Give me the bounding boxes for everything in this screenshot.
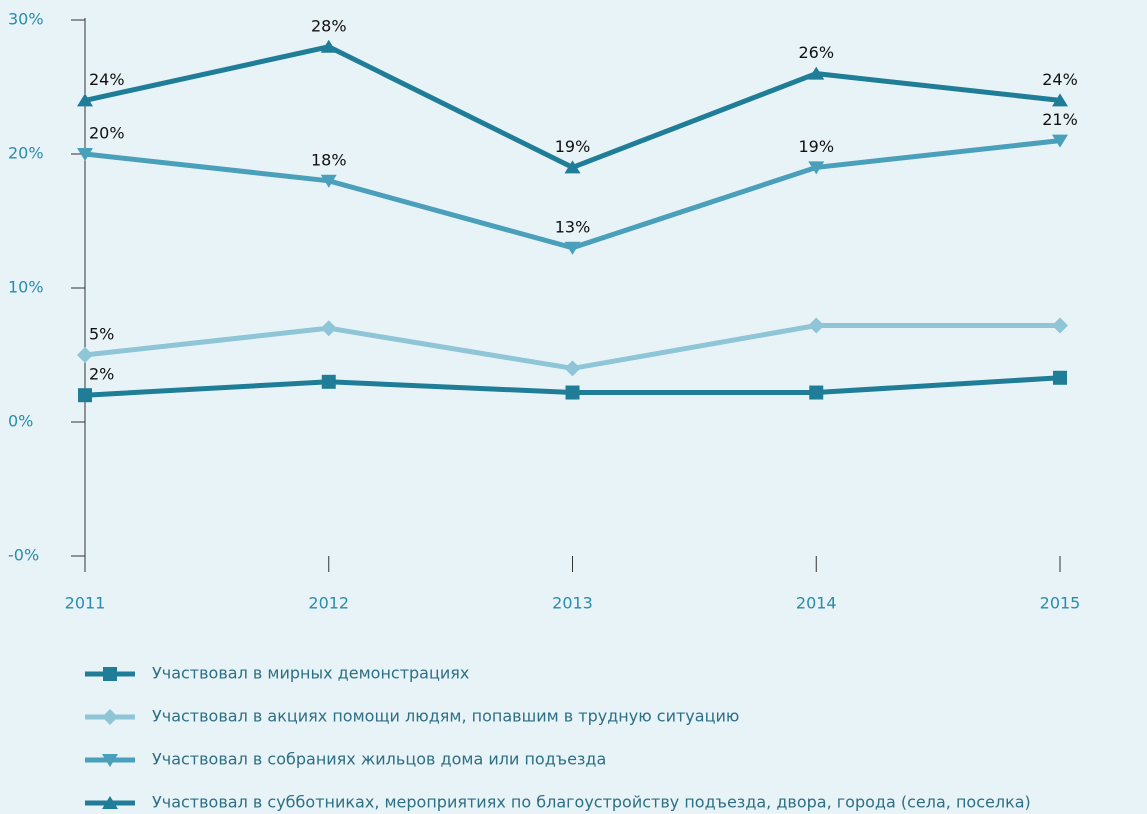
marker: [808, 317, 825, 334]
marker: [1052, 317, 1068, 334]
marker: [102, 754, 118, 767]
legend-label: Участвовал в мирных демонстрациях: [152, 664, 469, 683]
y-tick-label: -0%: [8, 546, 39, 565]
data-label: 5%: [89, 325, 114, 344]
legend-label: Участвовал в собраниях жильцов дома или …: [152, 750, 606, 769]
data-label: 21%: [1042, 110, 1078, 129]
marker: [77, 93, 93, 107]
x-tick-label: 2012: [308, 594, 349, 613]
data-label: 20%: [89, 124, 125, 143]
marker: [77, 148, 93, 161]
marker: [320, 320, 337, 337]
data-label: 19%: [798, 137, 834, 156]
legend-label: Участвовал в акциях помощи людям, попавш…: [152, 707, 739, 726]
marker: [77, 347, 93, 363]
y-tick-label: 10%: [8, 278, 44, 297]
x-tick-label: 2011: [65, 594, 106, 613]
y-tick-label: 0%: [8, 412, 33, 431]
marker: [1052, 134, 1068, 148]
marker: [564, 241, 581, 255]
y-tick-label: 20%: [8, 144, 44, 163]
data-label: 26%: [798, 43, 834, 62]
marker: [809, 385, 824, 400]
marker: [564, 160, 581, 174]
marker: [320, 39, 337, 53]
data-label: 24%: [1042, 70, 1078, 89]
x-tick-label: 2013: [552, 594, 593, 613]
y-tick-label: 30%: [8, 10, 44, 29]
marker: [103, 667, 117, 681]
marker: [102, 796, 118, 809]
data-label: 2%: [89, 365, 114, 384]
marker: [78, 388, 92, 403]
marker: [320, 174, 337, 188]
marker: [808, 161, 825, 175]
marker: [808, 66, 825, 80]
data-label: 19%: [555, 137, 591, 156]
data-label: 24%: [89, 70, 125, 89]
data-label: 18%: [311, 150, 347, 169]
legend-label: Участвовал в субботниках, мероприятиях п…: [152, 793, 1031, 812]
marker: [1052, 93, 1068, 107]
x-tick-label: 2014: [796, 594, 837, 613]
marker: [564, 360, 581, 377]
marker: [565, 385, 580, 400]
x-tick-label: 2015: [1040, 594, 1081, 613]
data-label: 28%: [311, 16, 347, 35]
marker: [102, 709, 118, 725]
marker: [1053, 370, 1067, 385]
data-label: 13%: [555, 217, 591, 236]
marker: [321, 374, 336, 389]
